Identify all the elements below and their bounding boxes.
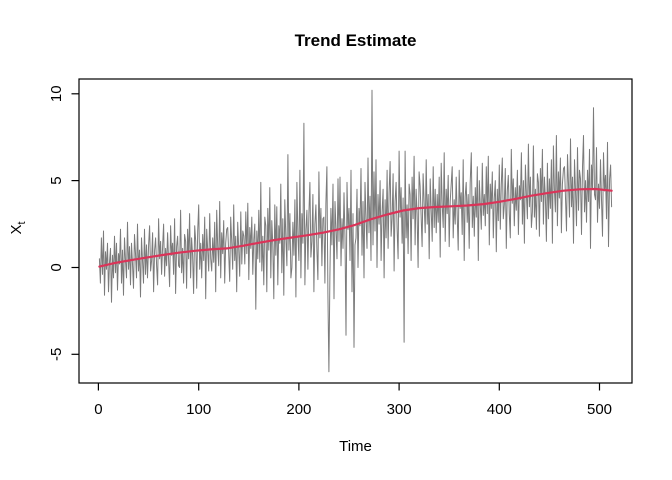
x-axis-label: Time bbox=[339, 438, 372, 455]
y-tick-label: -5 bbox=[48, 348, 65, 361]
trend-estimate-line bbox=[98, 187, 613, 268]
x-tick-label: 300 bbox=[387, 401, 412, 418]
x-tick-label: 100 bbox=[186, 401, 211, 418]
observed-series-line bbox=[98, 89, 613, 373]
x-tick-label: 500 bbox=[587, 401, 612, 418]
y-axis-label-sub: t bbox=[16, 221, 28, 225]
x-tick-label: 200 bbox=[286, 401, 311, 418]
y-tick-label: 5 bbox=[48, 176, 65, 184]
plot-frame bbox=[78, 78, 633, 384]
y-axis-label: Xt bbox=[0, 211, 34, 245]
chart-title: Trend Estimate bbox=[294, 31, 417, 50]
x-tick-label: 0 bbox=[94, 401, 102, 418]
y-tick-label: 0 bbox=[48, 263, 65, 271]
y-tick-label: 10 bbox=[48, 85, 65, 102]
y-axis-label-main: X bbox=[8, 224, 25, 235]
x-tick-label: 400 bbox=[487, 401, 512, 418]
